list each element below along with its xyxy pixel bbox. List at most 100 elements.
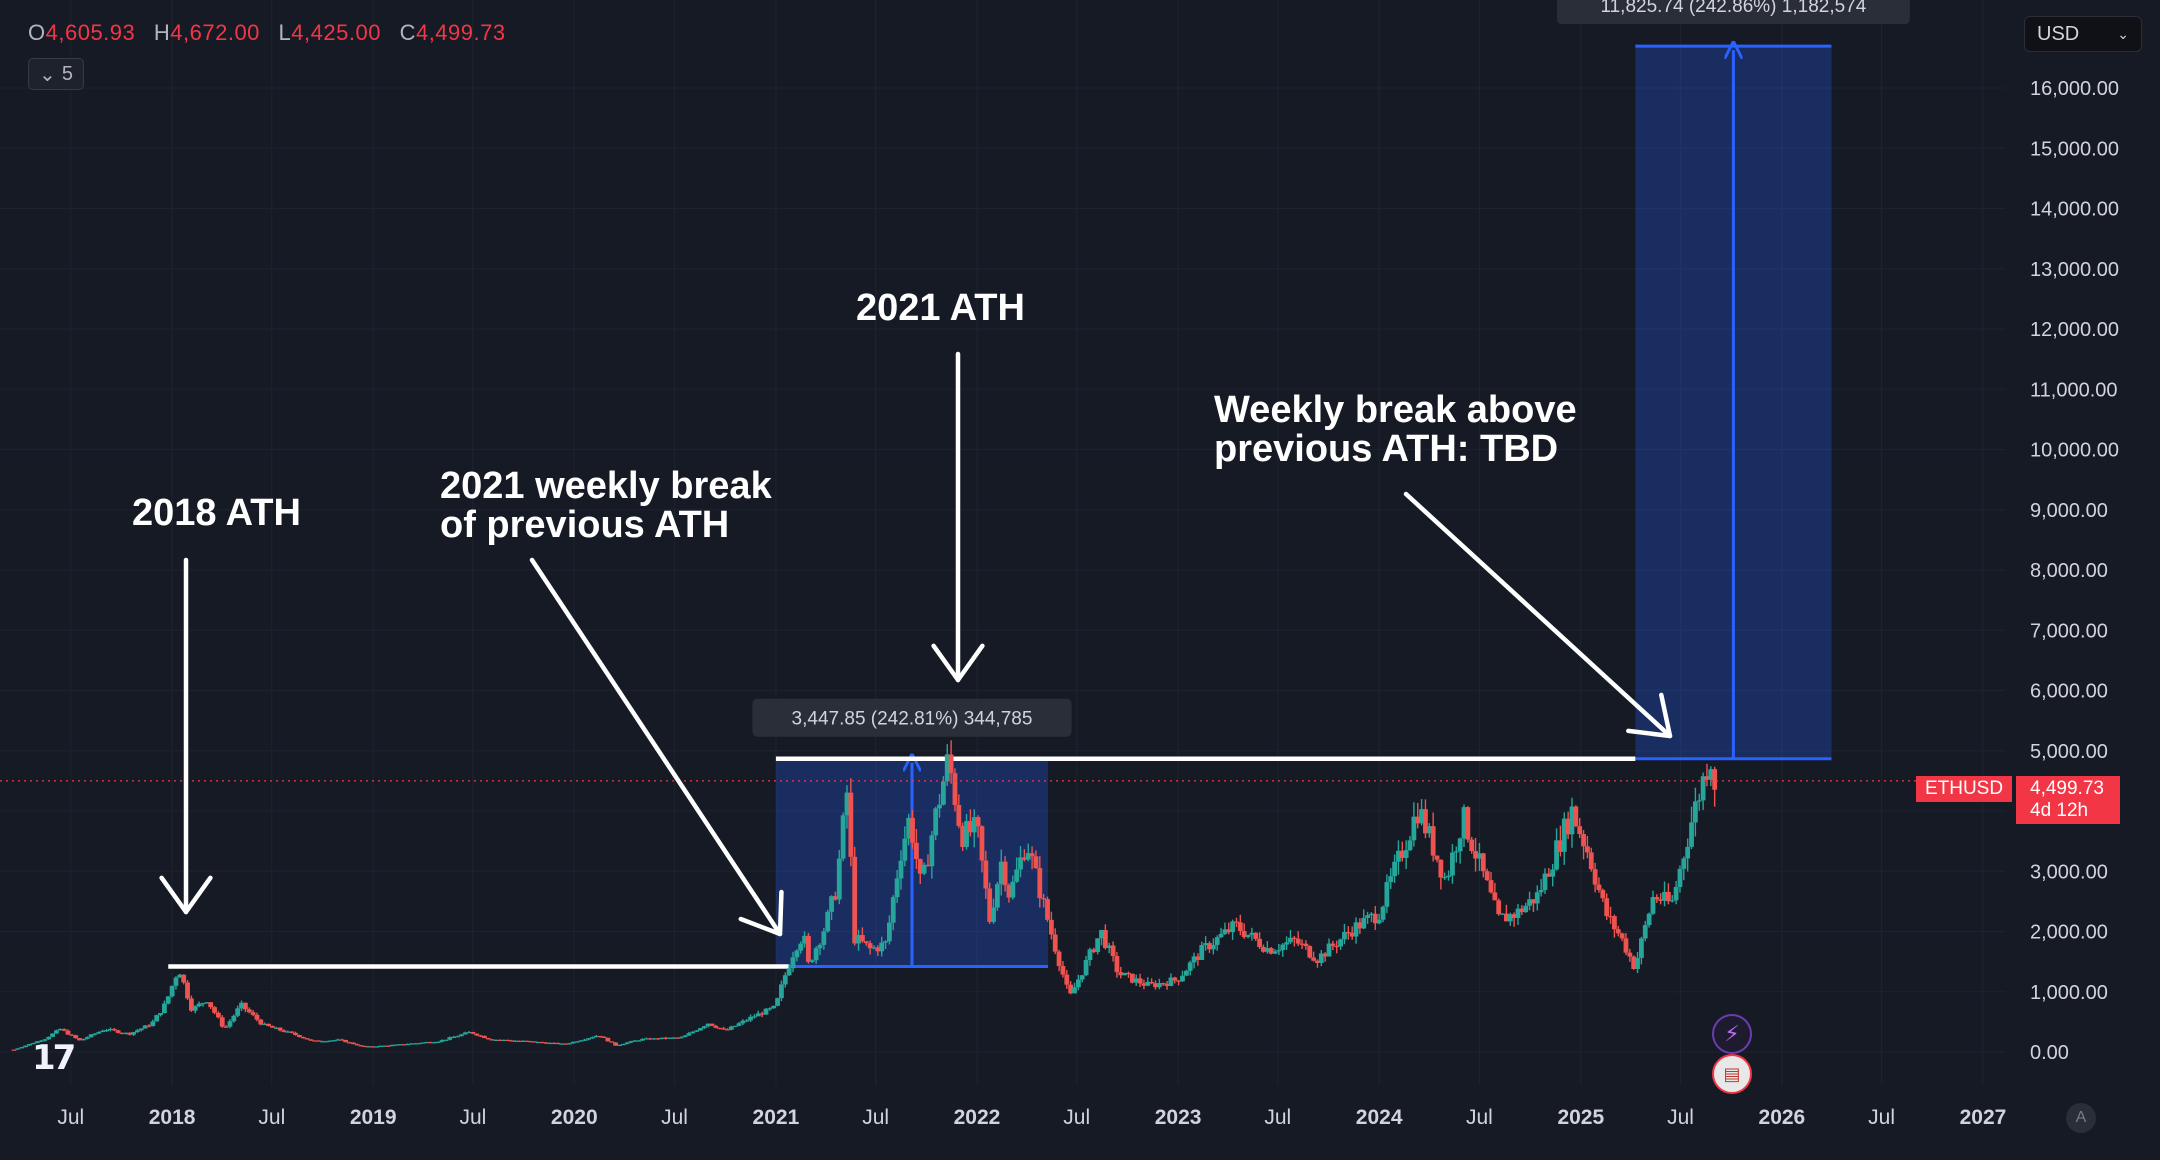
candle-body [131, 1032, 136, 1035]
candle-body [1095, 938, 1101, 953]
measure-boxes[interactable]: 3,447.85 (242.81%) 344,785 11,825.74 (242… [752, 0, 1910, 968]
candle-body [964, 821, 969, 848]
candle-body [1515, 908, 1521, 918]
candle-body [1372, 913, 1378, 924]
candle-body [69, 1034, 75, 1036]
candle-body [19, 1047, 25, 1049]
chevron-down-icon: ⌄ [39, 63, 56, 86]
candle-body [1662, 891, 1667, 901]
candle-body [825, 911, 831, 932]
y-tick-label: 11,000.00 [2030, 379, 2118, 401]
candle-body [1596, 884, 1602, 891]
candle-body [1469, 839, 1475, 852]
candle-body [150, 1021, 156, 1027]
candle-body [212, 1007, 217, 1013]
candle-body [744, 1020, 750, 1022]
candle-body [717, 1027, 723, 1030]
candle-body [975, 817, 981, 827]
candle-body [204, 1002, 210, 1004]
us-flag-event-icon[interactable]: ▤ [1712, 1054, 1752, 1094]
currency-select[interactable]: USD ⌄ [2024, 16, 2142, 52]
candle-body [1369, 913, 1374, 916]
candle-body [119, 1032, 125, 1035]
annotation-arrowhead [738, 889, 784, 937]
candle-body [790, 957, 796, 969]
candle-body [154, 1015, 160, 1022]
candle-body [1237, 922, 1243, 932]
candle-body [1592, 869, 1598, 885]
candle-body [1677, 868, 1683, 887]
candle-body [617, 1044, 622, 1047]
candle-body [462, 1032, 468, 1035]
candle-body [1311, 957, 1317, 961]
candle-body [821, 931, 827, 945]
candle-body [1438, 859, 1444, 878]
candle-body [1423, 809, 1428, 834]
candle-body [913, 842, 919, 860]
candle-body [38, 1040, 44, 1042]
lightning-event-icon[interactable]: ⚡ [1712, 1014, 1752, 1054]
indicators-collapse-button[interactable]: ⌄ 5 [28, 58, 84, 90]
candle-body [1318, 953, 1324, 963]
y-axis[interactable]: 0.001,000.002,000.003,000.004,000.005,00… [2030, 78, 2119, 1064]
measure-label-bg [1557, 0, 1910, 25]
horizontal-levels[interactable] [168, 756, 1636, 969]
candle-body [1531, 899, 1536, 904]
x-axis[interactable]: Jul 2018 Jul 2019 Jul 2020 Jul 2021 Jul 2022 Jul 20… [57, 1106, 2006, 1129]
candle-body [671, 1037, 676, 1039]
candle-body [871, 947, 877, 949]
candle-body [96, 1031, 102, 1034]
candle-body [1264, 948, 1270, 952]
x-tick-label: Jul [1466, 1106, 1493, 1129]
candle-body [439, 1040, 445, 1042]
annotation-text: Weekly break above [1214, 389, 1577, 431]
candle-body [165, 996, 171, 1004]
candle-body [73, 1035, 79, 1039]
candle-body [1064, 974, 1070, 985]
candle-body [1712, 769, 1718, 790]
candle-body [1689, 822, 1694, 847]
ohlc-readout: O4,605.93 H4,672.00 L4,425.00 C4,499.73 [28, 20, 518, 46]
candle-body [424, 1042, 430, 1044]
candle-body [138, 1028, 144, 1031]
candle-body [759, 1013, 765, 1015]
candle-body [1326, 943, 1332, 957]
candle-body [470, 1032, 476, 1034]
candle-body [601, 1036, 607, 1039]
candle-body [1176, 980, 1182, 982]
candle-body [1276, 950, 1282, 952]
candle-body [910, 817, 915, 843]
y-tick-label: 0.00 [2030, 1042, 2069, 1064]
candle-body [578, 1040, 584, 1042]
candle-body [362, 1045, 368, 1048]
candle-body [343, 1039, 349, 1043]
candle-body [1419, 809, 1424, 824]
candle-body [1083, 960, 1089, 976]
candle-body [501, 1039, 507, 1042]
candle-body [856, 934, 861, 944]
candle-body [1052, 934, 1058, 952]
candle-body [293, 1032, 298, 1035]
candle-body [497, 1039, 503, 1042]
y-tick-label: 9,000.00 [2030, 500, 2108, 522]
candle-body [1241, 931, 1247, 938]
candle-body [590, 1037, 595, 1039]
candle-body [1199, 945, 1205, 960]
candle-body [1500, 913, 1505, 915]
candle-body [1245, 934, 1251, 938]
candle-body [1338, 939, 1343, 947]
candle-body [1434, 855, 1440, 860]
candle-body [54, 1030, 59, 1034]
candle-body [1315, 960, 1320, 963]
candle-body [408, 1043, 414, 1045]
candle-body [1353, 922, 1359, 937]
candle-body [1060, 966, 1066, 975]
candle-body [1230, 921, 1236, 933]
candle-body [1114, 956, 1120, 973]
candle-body [370, 1046, 376, 1048]
auto-scale-button[interactable]: A [2066, 1103, 2096, 1133]
candle-body [674, 1037, 680, 1039]
candle-body [347, 1042, 352, 1044]
candle-body [802, 935, 807, 944]
